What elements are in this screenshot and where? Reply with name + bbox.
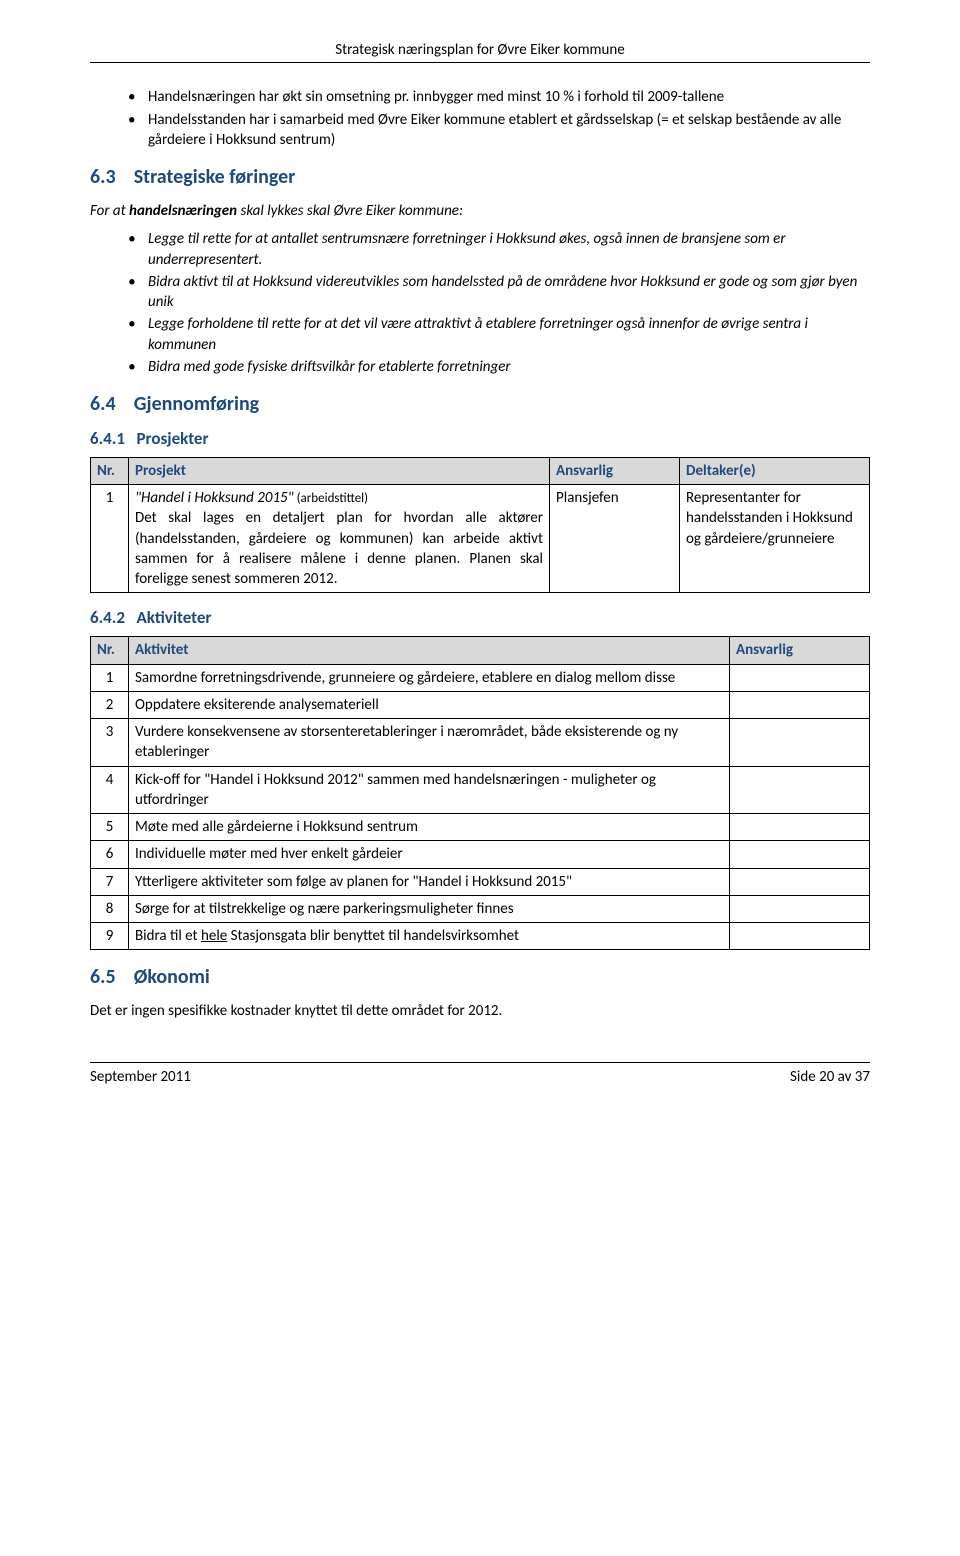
cell-ansvarlig — [730, 841, 870, 868]
project-title-paren: (arbeidstittel) — [294, 491, 368, 506]
cell-prosjekt: "Handel i Hokksund 2015" (arbeidstittel)… — [129, 485, 550, 593]
col-header-deltaker: Deltaker(e) — [680, 457, 870, 484]
cell-nr: 6 — [91, 841, 129, 868]
cell-aktivitet: Individuelle møter med hver enkelt gårde… — [129, 841, 730, 868]
cell-nr: 1 — [91, 664, 129, 691]
cell-nr: 7 — [91, 868, 129, 895]
section-number: 6.4 — [90, 392, 116, 416]
cell-aktivitet: Bidra til et hele Stasjonsgata blir beny… — [129, 923, 730, 950]
cell-ansvarlig — [730, 923, 870, 950]
cell-ansvarlig — [730, 766, 870, 814]
cell-nr: 8 — [91, 895, 129, 922]
section-number: 6.3 — [90, 165, 116, 189]
list-item: Legge til rette for at antallet sentrums… — [128, 229, 870, 270]
cell-ansvarlig: Plansjefen — [550, 485, 680, 593]
table-row: 8Sørge for at tilstrekkelige og nære par… — [91, 895, 870, 922]
table-row: 3Vurdere konsekvensene av storsenteretab… — [91, 719, 870, 767]
section-heading-65: 6.5 Økonomi — [90, 964, 870, 991]
cell-aktivitet: Ytterligere aktiviteter som følge av pla… — [129, 868, 730, 895]
table-row: 4Kick-off for "Handel i Hokksund 2012" s… — [91, 766, 870, 814]
table-row: 5Møte med alle gårdeierne i Hokksund sen… — [91, 814, 870, 841]
section-title: Gjennomføring — [134, 392, 259, 416]
table-row: 2Oppdatere eksiterende analysemateriell — [91, 691, 870, 718]
project-title-italic: "Handel i Hokksund 2015" — [135, 489, 294, 507]
cell-aktivitet: Møte med alle gårdeierne i Hokksund sent… — [129, 814, 730, 841]
cell-aktivitet: Vurdere konsekvensene av storsenteretabl… — [129, 719, 730, 767]
activities-table: Nr. Aktivitet Ansvarlig 1Samordne forret… — [90, 636, 870, 950]
cell-nr: 5 — [91, 814, 129, 841]
section-number: 6.5 — [90, 965, 116, 989]
table-row: 1Samordne forretningsdrivende, grunneier… — [91, 664, 870, 691]
subsection-title: Prosjekter — [136, 428, 208, 449]
cell-aktivitet: Samordne forretningsdrivende, grunneiere… — [129, 664, 730, 691]
text: skal lykkes skal Øvre Eiker kommune: — [237, 202, 463, 220]
table-row: 6Individuelle møter med hver enkelt gård… — [91, 841, 870, 868]
table-row: 7Ytterligere aktiviteter som følge av pl… — [91, 868, 870, 895]
section-heading-64: 6.4 Gjennomføring — [90, 391, 870, 418]
cell-ansvarlig — [730, 691, 870, 718]
section-title: Økonomi — [134, 965, 210, 989]
col-header-nr: Nr. — [91, 637, 129, 664]
page-footer: September 2011 Side 20 av 37 — [90, 1062, 870, 1087]
section-heading-63: 6.3 Strategiske føringer — [90, 164, 870, 191]
list-item: Handelsnæringen har økt sin omsetning pr… — [128, 87, 870, 107]
cell-aktivitet: Kick-off for "Handel i Hokksund 2012" sa… — [129, 766, 730, 814]
subsection-number: 6.4.1 — [90, 428, 125, 449]
cell-nr: 1 — [91, 485, 129, 593]
cell-nr: 9 — [91, 923, 129, 950]
table-row: 9Bidra til et hele Stasjonsgata blir ben… — [91, 923, 870, 950]
table-header-row: Nr. Aktivitet Ansvarlig — [91, 637, 870, 664]
list-item: Bidra aktivt til at Hokksund videreutvik… — [128, 272, 870, 313]
intro-bullet-list: Handelsnæringen har økt sin omsetning pr… — [90, 87, 870, 150]
bold-text: handelsnæringen — [129, 202, 237, 220]
cell-ansvarlig — [730, 895, 870, 922]
table-row: 1 "Handel i Hokksund 2015" (arbeidstitte… — [91, 485, 870, 593]
col-header-ansvarlig: Ansvarlig — [730, 637, 870, 664]
section-heading-642: 6.4.2 Aktiviteter — [90, 607, 870, 630]
col-header-ansvarlig: Ansvarlig — [550, 457, 680, 484]
cell-ansvarlig — [730, 719, 870, 767]
list-item: Handelsstanden har i samarbeid med Øvre … — [128, 110, 870, 151]
section63-intro: For at handelsnæringen skal lykkes skal … — [90, 201, 870, 221]
col-header-nr: Nr. — [91, 457, 129, 484]
cell-ansvarlig — [730, 868, 870, 895]
cell-aktivitet: Oppdatere eksiterende analysemateriell — [129, 691, 730, 718]
list-item: Bidra med gode fysiske driftsvilkår for … — [128, 357, 870, 377]
section65-body: Det er ingen spesifikke kostnader knytte… — [90, 1001, 870, 1021]
cell-ansvarlig — [730, 664, 870, 691]
cell-nr: 2 — [91, 691, 129, 718]
subsection-title: Aktiviteter — [136, 607, 211, 628]
table-header-row: Nr. Prosjekt Ansvarlig Deltaker(e) — [91, 457, 870, 484]
section63-bullets: Legge til rette for at antallet sentrums… — [90, 229, 870, 377]
footer-right: Side 20 av 37 — [790, 1067, 870, 1087]
section-title: Strategiske føringer — [134, 165, 296, 189]
section-heading-641: 6.4.1 Prosjekter — [90, 428, 870, 451]
cell-ansvarlig — [730, 814, 870, 841]
page-header-title: Strategisk næringsplan for Øvre Eiker ko… — [90, 40, 870, 63]
cell-nr: 4 — [91, 766, 129, 814]
cell-deltaker: Representanter for handelsstanden i Hokk… — [680, 485, 870, 593]
subsection-number: 6.4.2 — [90, 607, 125, 628]
projects-table: Nr. Prosjekt Ansvarlig Deltaker(e) 1 "Ha… — [90, 457, 870, 594]
cell-aktivitet: Sørge for at tilstrekkelige og nære park… — [129, 895, 730, 922]
cell-nr: 3 — [91, 719, 129, 767]
list-item: Legge forholdene til rette for at det vi… — [128, 314, 870, 355]
col-header-aktivitet: Aktivitet — [129, 637, 730, 664]
text: For at — [90, 202, 129, 220]
footer-left: September 2011 — [90, 1067, 191, 1087]
col-header-prosjekt: Prosjekt — [129, 457, 550, 484]
project-body: Det skal lages en detaljert plan for hvo… — [135, 509, 543, 588]
